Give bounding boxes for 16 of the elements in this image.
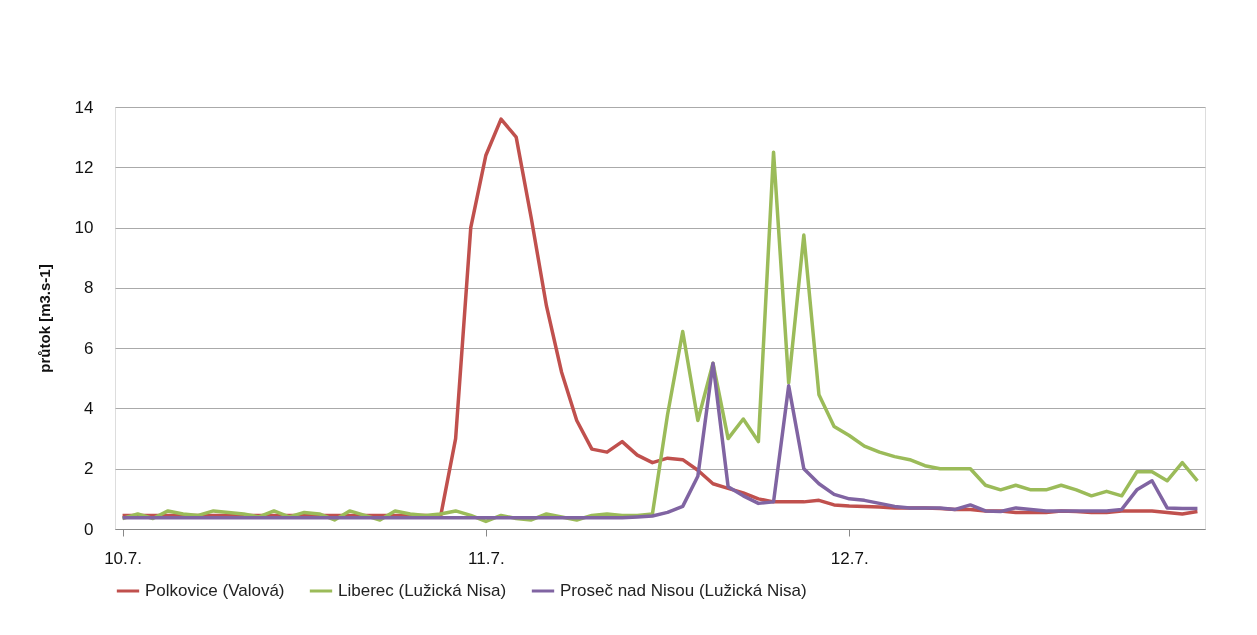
y-tick-label: 10 <box>74 218 94 238</box>
y-tick-label: 0 <box>84 519 94 539</box>
y-tick-label: 4 <box>84 398 94 418</box>
x-tick-label: 10.7. <box>104 548 142 568</box>
y-tick-label: 12 <box>74 157 94 177</box>
legend-label: Proseč nad Nisou (Lužická Nisa) <box>560 581 807 600</box>
y-tick-label: 14 <box>74 97 94 117</box>
y-tick-label: 2 <box>84 459 94 479</box>
line-series <box>120 361 1200 520</box>
x-tick-label: 12.7. <box>830 548 869 568</box>
legend-label: Liberec (Lužická Nisa) <box>338 581 507 600</box>
legend-label: Polkovice (Valová) <box>145 581 285 600</box>
y-tick-label: 6 <box>84 338 94 358</box>
x-tick-label: 11.7. <box>468 548 505 568</box>
y-axis-title: průtok [m3.s-1] <box>35 264 53 373</box>
y-tick-label: 8 <box>84 278 94 298</box>
